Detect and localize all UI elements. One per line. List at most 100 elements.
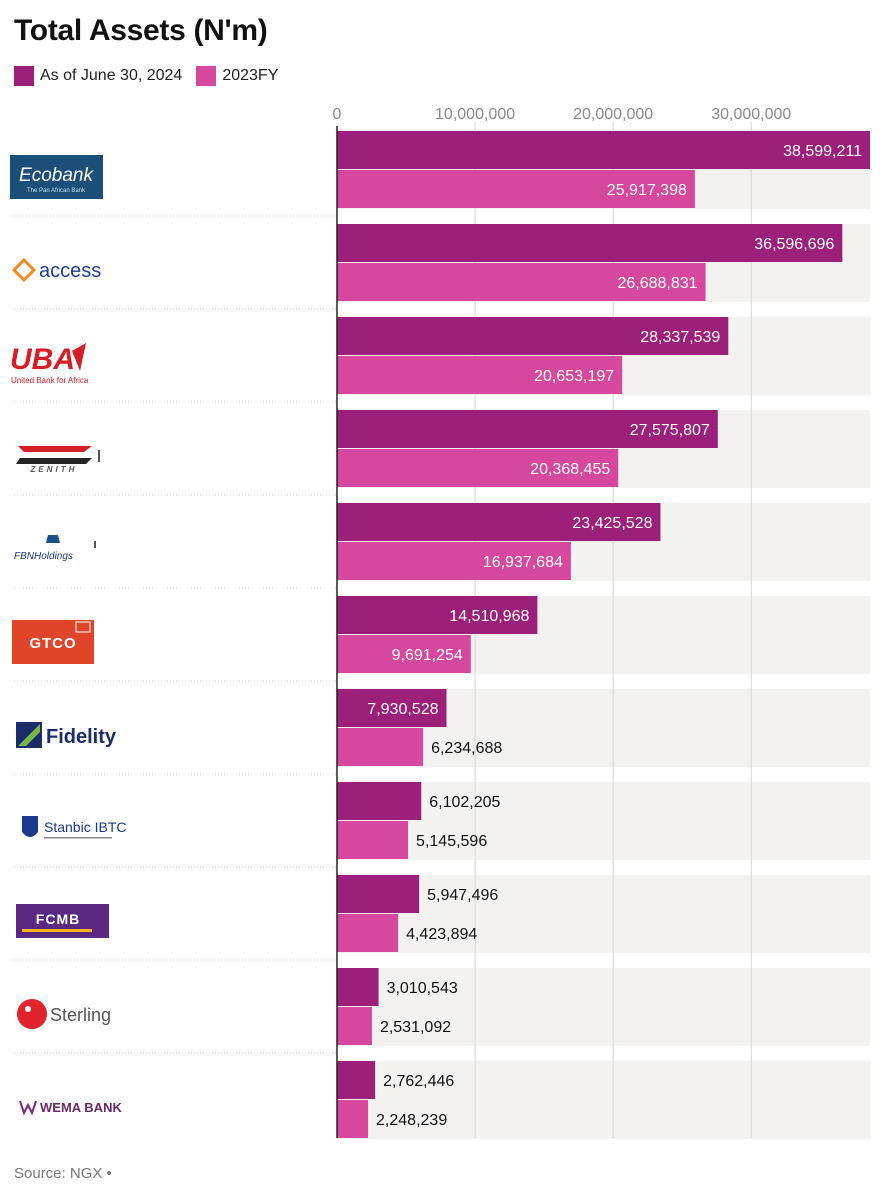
- row-background: [337, 1061, 870, 1139]
- bar: [337, 131, 870, 169]
- bar-value-label: 16,937,684: [483, 554, 563, 571]
- access-logo: access: [11, 248, 108, 292]
- x-tick-label: 20,000,000: [573, 106, 653, 123]
- bar: [337, 503, 661, 541]
- bar-value-label: 2,531,092: [380, 1019, 451, 1036]
- access-logo-text: access: [39, 260, 101, 282]
- bar: [337, 356, 623, 394]
- bar: [337, 635, 471, 673]
- bar-value-label: 25,917,398: [607, 182, 687, 199]
- fbn-logo: FBNHoldings: [14, 535, 96, 562]
- bar: [337, 596, 538, 634]
- uba-logo-subtext: United Bank for Africa: [11, 376, 89, 385]
- legend-label-2024: As of June 30, 2024: [40, 67, 183, 84]
- ecobank-logo: Ecobank The Pan African Bank: [10, 155, 103, 199]
- bar-value-label: 5,145,596: [416, 833, 487, 850]
- gtco-logo: GTCO: [12, 620, 94, 664]
- x-tick-label: 30,000,000: [711, 106, 791, 123]
- bar: [337, 542, 571, 580]
- bar: [337, 914, 399, 952]
- zenith-stripe-mid: [16, 458, 92, 464]
- bar: [337, 1100, 369, 1138]
- fbn-elephant-icon: [46, 535, 60, 543]
- chart-title: Total Assets (N'm): [14, 14, 268, 47]
- sterling-circle-icon: [17, 999, 47, 1029]
- bar: [337, 449, 619, 487]
- bar-value-label: 23,425,528: [572, 515, 652, 532]
- bar-value-label: 6,234,688: [431, 740, 502, 757]
- legend-swatch-2024: [14, 66, 34, 86]
- bar: [337, 689, 447, 727]
- bar-value-label: 36,596,696: [754, 236, 834, 253]
- access-diamond-icon: [11, 257, 37, 283]
- legend: As of June 30, 2024 2023FY: [14, 66, 292, 86]
- gtco-corner-mark: [75, 621, 91, 633]
- wema-icon: [19, 1100, 37, 1116]
- fcmb-logo: FCMB: [16, 904, 109, 938]
- fidelity-icon-stripe: [18, 724, 40, 746]
- bar: [337, 728, 424, 766]
- wema-logo-text: WEMA BANK: [40, 1100, 122, 1115]
- bar-value-label: 9,691,254: [392, 647, 463, 664]
- legend-swatch-2023: [196, 66, 217, 86]
- stanbic-logo-text: Stanbic IBTC: [44, 819, 126, 835]
- fcmb-stripe: [22, 929, 92, 932]
- ecobank-logo-text: Ecobank: [19, 165, 94, 186]
- bar-value-label: 14,510,968: [449, 608, 529, 625]
- bar-chart: 0 10,000,000 20,000,000 30,000,000 38,599,21…: [10, 106, 870, 1139]
- source-note: Source: NGX •: [14, 1165, 112, 1182]
- ecobank-logo-subtext: The Pan African Bank: [27, 188, 86, 194]
- bar: [337, 317, 729, 355]
- bar: [337, 821, 409, 859]
- bar: [337, 875, 420, 913]
- x-tick-label: 10,000,000: [435, 106, 515, 123]
- fidelity-logo-text: Fidelity: [46, 726, 117, 748]
- fbn-mark: [94, 541, 96, 548]
- bar-value-label: 2,762,446: [383, 1073, 454, 1090]
- uba-mark-icon: [72, 343, 86, 371]
- sterling-highlight: [25, 1006, 31, 1012]
- fidelity-logo: Fidelity: [16, 722, 117, 748]
- bar-value-label: 26,688,831: [617, 275, 697, 292]
- stanbic-tagline: [44, 837, 112, 839]
- x-tick-label: 0: [333, 106, 342, 123]
- stanbic-logo: Stanbic IBTC: [22, 816, 126, 839]
- zenith-logo: ZENITH: [16, 446, 100, 474]
- zenith-mark: [98, 450, 100, 462]
- uba-logo-text: UBA: [10, 343, 75, 376]
- bar: [337, 968, 379, 1006]
- bar-value-label: 7,930,528: [367, 701, 438, 718]
- zenith-stripe-top: [18, 446, 92, 452]
- gtco-logo-bg: [12, 620, 94, 664]
- bar-value-label: 20,368,455: [530, 461, 610, 478]
- bar: [337, 410, 718, 448]
- bar-value-label: 27,575,807: [630, 422, 710, 439]
- bar-value-label: 6,102,205: [429, 794, 500, 811]
- bar: [337, 263, 706, 301]
- bar-value-label: 3,010,543: [387, 980, 458, 997]
- stanbic-shield-icon: [22, 816, 38, 837]
- gtco-logo-text: GTCO: [29, 635, 76, 652]
- bar-value-label: 28,337,539: [640, 329, 720, 346]
- bar-value-label: 4,423,894: [406, 926, 477, 943]
- bar-value-label: 5,947,496: [427, 887, 498, 904]
- legend-item-2023: 2023FY: [196, 66, 278, 86]
- fcmb-logo-text: FCMB: [36, 911, 80, 927]
- sterling-logo: Sterling: [17, 999, 111, 1029]
- bar-value-label: 38,599,211: [783, 143, 862, 160]
- bar: [337, 224, 843, 262]
- row-background: [337, 875, 870, 953]
- ecobank-logo-bg: [10, 155, 103, 199]
- bar: [337, 170, 695, 208]
- bar-value-label: 20,653,197: [534, 368, 614, 385]
- sterling-logo-text: Sterling: [50, 1005, 111, 1025]
- row-background: [337, 968, 870, 1046]
- bar-value-label: 2,248,239: [376, 1112, 447, 1129]
- bar: [337, 1061, 376, 1099]
- bar: [337, 782, 422, 820]
- legend-item-2024: As of June 30, 2024: [14, 66, 182, 86]
- fcmb-logo-bg: [16, 904, 109, 938]
- wema-logo: WEMA BANK: [19, 1100, 122, 1116]
- bar: [337, 1007, 372, 1045]
